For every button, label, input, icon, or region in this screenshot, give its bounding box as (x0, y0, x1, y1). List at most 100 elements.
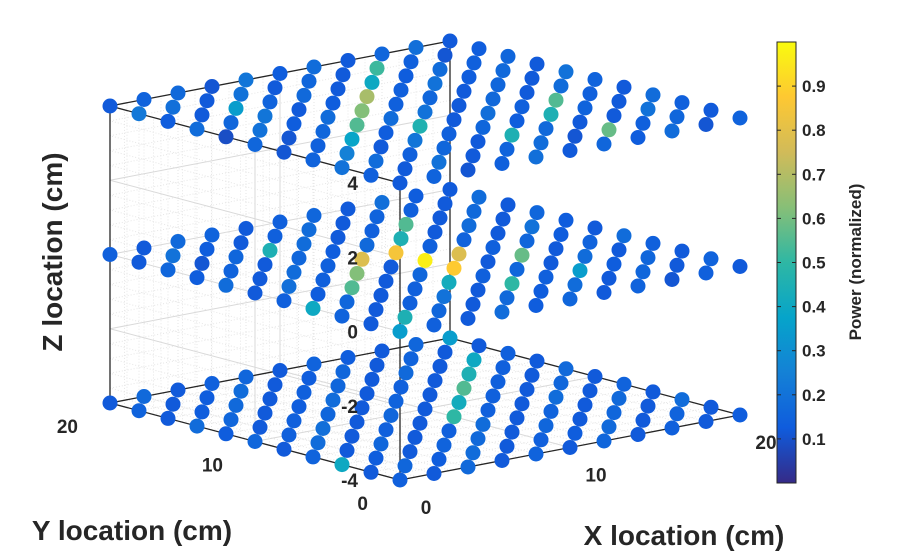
data-point (446, 112, 462, 128)
colorbar-tick-label: 0.1 (802, 430, 826, 449)
data-point (514, 99, 530, 115)
data-point (272, 66, 288, 81)
data-point (461, 69, 477, 85)
data-point (257, 257, 273, 273)
data-point (606, 256, 622, 272)
data-point (339, 294, 355, 310)
data-point (407, 281, 423, 297)
data-point (204, 79, 220, 94)
data-point (363, 167, 379, 183)
data-point (441, 126, 457, 142)
data-point (480, 105, 496, 121)
data-point (136, 240, 152, 256)
data-point (373, 436, 389, 452)
data-point (364, 74, 380, 90)
data-point (441, 274, 457, 290)
data-point (334, 160, 350, 176)
data-point (199, 241, 215, 257)
data-point (572, 263, 588, 279)
data-point (359, 89, 375, 105)
data-point (272, 363, 288, 378)
data-point (529, 56, 545, 72)
data-point (398, 216, 414, 232)
data-point (519, 85, 535, 100)
data-point (669, 109, 685, 125)
data-point (262, 242, 278, 258)
data-point (664, 123, 680, 139)
data-point (403, 351, 419, 367)
data-point (344, 131, 360, 147)
data-point (388, 96, 404, 112)
data-point (339, 145, 355, 161)
data-point (320, 406, 336, 422)
data-point (228, 397, 244, 413)
data-point (165, 99, 181, 115)
data-point (533, 135, 549, 151)
data-point (349, 117, 365, 133)
data-point (397, 309, 413, 325)
data-point (524, 219, 540, 235)
data-point (500, 197, 516, 213)
data-point (465, 296, 481, 312)
data-point (548, 389, 564, 405)
data-point (616, 79, 632, 95)
data-point (422, 90, 438, 106)
data-point (471, 189, 487, 205)
data-point (204, 227, 220, 243)
data-point (732, 110, 748, 126)
colorbar-tick-label: 0.4 (802, 298, 826, 317)
data-point (431, 303, 447, 319)
data-point (267, 377, 283, 393)
data-point (499, 141, 515, 157)
data-point (427, 76, 443, 92)
y-tick-label: 20 (57, 417, 78, 438)
data-point (533, 283, 549, 299)
scatter-points (102, 33, 748, 488)
z-tick-label: 4 (347, 174, 358, 195)
data-point (640, 101, 656, 117)
data-point (553, 227, 569, 242)
data-point (470, 134, 486, 150)
z-tick-label: 0 (347, 323, 358, 344)
data-point (451, 246, 467, 262)
data-point (441, 423, 457, 439)
data-point (442, 33, 458, 49)
data-point (199, 93, 215, 109)
data-point (470, 431, 486, 447)
data-point (363, 316, 379, 332)
data-point (402, 444, 418, 460)
data-point (436, 140, 452, 156)
data-point (296, 384, 312, 400)
data-point (664, 272, 680, 287)
data-point (485, 91, 501, 107)
data-point (426, 169, 442, 184)
data-point (495, 360, 511, 376)
data-point (582, 383, 598, 399)
data-point (262, 94, 278, 110)
data-point (558, 64, 574, 80)
data-point (315, 124, 331, 139)
data-point (276, 144, 292, 160)
data-point (616, 376, 632, 392)
data-point (577, 248, 593, 264)
data-point (286, 413, 302, 429)
data-point (194, 107, 210, 123)
data-point (408, 40, 424, 55)
data-point (635, 412, 651, 428)
data-point (635, 264, 651, 280)
data-point (422, 387, 438, 403)
data-point (363, 464, 379, 480)
data-point (577, 100, 593, 116)
data-point (238, 369, 254, 385)
data-point (306, 208, 322, 223)
data-point (383, 111, 399, 126)
data-point (572, 411, 588, 427)
data-point (412, 415, 428, 431)
data-point (276, 293, 292, 309)
data-point (368, 302, 384, 318)
y-tick-label: 10 (202, 456, 223, 477)
data-point (703, 102, 719, 118)
data-point (340, 201, 356, 217)
data-point (528, 446, 544, 462)
data-point (378, 125, 394, 141)
